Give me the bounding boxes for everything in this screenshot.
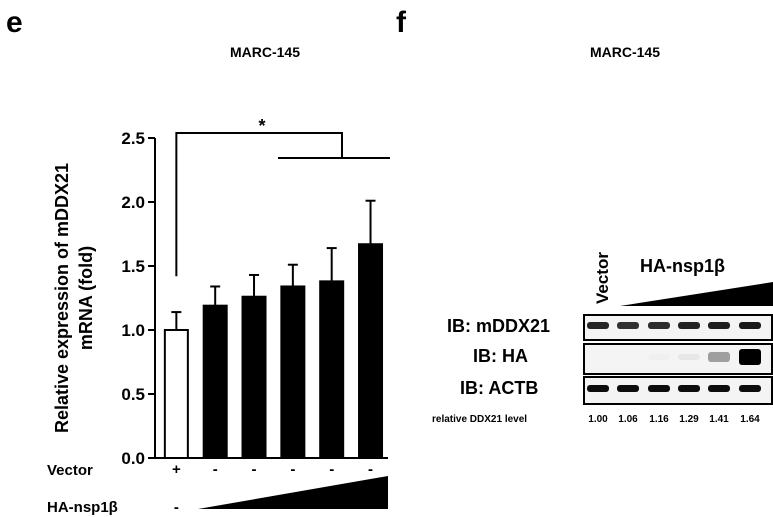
blot-band [739,322,761,329]
treatment-sign: - [174,499,179,516]
bar [280,285,306,460]
blot-band [587,322,609,329]
significance-star: * [258,116,265,136]
blot-title: MARC-145 [589,44,660,60]
y-tick-label: 1.0 [121,321,145,340]
relative-level-value: 1.16 [649,414,669,425]
relative-level-value: 1.06 [618,414,638,425]
y-axis-label-line1: Relative expression of mDDX21 [52,163,72,433]
y-tick-label: 0.0 [121,449,145,468]
vector-sign: - [252,461,257,478]
ib-label-actb: IB: ACTB [460,378,539,398]
bar [319,280,345,459]
y-tick-label: 2.5 [121,129,145,148]
treatment-gradient-wedge [198,476,388,509]
blot-strip-mddx21 [583,314,773,341]
y-tick-label: 2.0 [121,193,145,212]
blot-strip-actb [583,376,773,405]
blot-band [739,349,761,365]
blot-band [708,352,730,362]
significance-bracket [175,132,343,277]
relative-level-value: 1.64 [740,414,760,425]
ib-label-ha: IB: HA [473,346,528,366]
blot-band [587,385,609,392]
relative-level-label: relative DDX21 level [432,414,528,425]
blot-band [617,322,639,329]
row-label-treatment: HA-nsp1β [47,499,118,516]
chart-title: MARC-145 [229,44,300,60]
panel-letter-f: f [396,6,406,39]
blot-band [648,354,670,360]
vector-sign: - [213,461,218,478]
bar [163,329,189,459]
y-tick-label: 1.5 [121,257,145,276]
vector-sign: - [290,461,295,478]
relative-level-value: 1.41 [709,414,729,425]
bar [202,304,228,459]
blot-band [739,385,761,392]
blot-band [678,322,700,329]
vector-sign: - [368,461,373,478]
blot-band [708,322,730,329]
blot-strip-ha [583,343,773,375]
blot-band [648,322,670,329]
ib-label-mddx21: IB: mDDX21 [447,316,551,336]
blot-band [648,385,670,392]
blot-band [617,385,639,392]
blot-band [678,353,700,361]
y-axis-label-line2: mRNA (fold) [76,246,96,350]
vector-sign: + [172,461,181,478]
vector-sign: - [329,461,334,478]
relative-level-value: 1.29 [679,414,699,425]
bar [358,243,384,459]
panel-letter-e: e [6,6,23,39]
blot-band [708,385,730,392]
blot-band [678,385,700,392]
relative-level-value: 1.00 [588,414,608,425]
row-label-vector: Vector [47,462,93,479]
y-tick-label: 0.5 [121,385,145,404]
bar [241,295,267,459]
